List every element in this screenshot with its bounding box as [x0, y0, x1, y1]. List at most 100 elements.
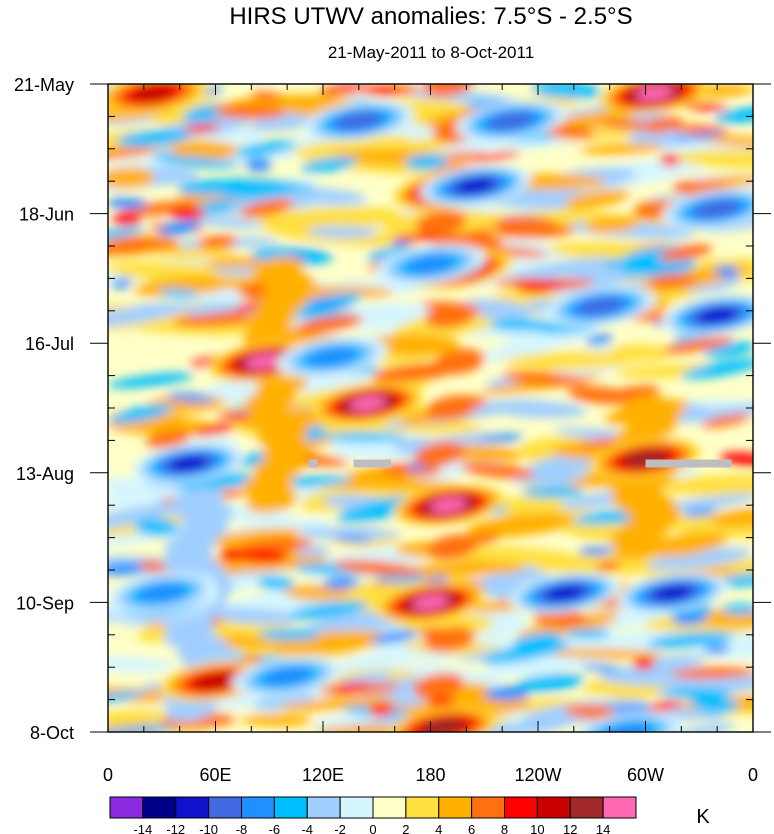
anomaly-texture — [512, 632, 562, 650]
anomaly-texture — [597, 119, 667, 130]
anomaly-texture — [458, 299, 532, 320]
x-tick-label: 120W — [514, 765, 561, 785]
anomaly-texture — [183, 123, 221, 133]
anomaly-band — [426, 395, 478, 421]
anomaly-texture — [291, 135, 410, 157]
anomaly-texture — [225, 555, 329, 572]
anomaly-texture — [456, 228, 497, 240]
colorbar-label: -12 — [166, 822, 185, 834]
anomaly-texture — [595, 562, 621, 571]
anomaly-texture — [428, 697, 456, 707]
anomaly-texture — [257, 576, 295, 590]
anomaly-texture — [674, 149, 753, 170]
anomaly-texture — [108, 724, 181, 732]
anomaly-texture — [480, 434, 524, 443]
anomaly-feature — [578, 297, 624, 316]
anomaly-texture — [112, 212, 141, 226]
anomaly-texture — [221, 185, 295, 199]
anomaly-texture — [678, 102, 730, 112]
colorbar-label: 14 — [596, 822, 610, 834]
colorbar-swatch — [438, 796, 473, 819]
anomaly-texture — [197, 200, 235, 214]
anomaly-texture — [533, 609, 588, 627]
anomaly-feature — [412, 595, 449, 610]
anomaly-texture — [684, 508, 717, 517]
anomaly-texture — [333, 559, 422, 576]
anomaly-band — [246, 487, 298, 514]
anomaly-texture — [578, 546, 614, 556]
anomaly-texture — [484, 686, 530, 701]
x-tick-label: 120E — [302, 765, 344, 785]
anomaly-texture — [584, 216, 639, 233]
anomaly-texture — [233, 140, 297, 157]
anomaly-texture — [609, 704, 656, 714]
chart-subtitle: 21-May-2011 to 8-Oct-2011 — [328, 43, 534, 62]
anomaly-texture — [585, 334, 613, 345]
colorbar-swatch — [339, 796, 374, 819]
anomaly-texture — [628, 127, 688, 148]
x-tick-label: 0 — [748, 765, 758, 785]
anomaly-texture — [662, 688, 731, 699]
anomaly-texture — [680, 358, 753, 379]
anomaly-texture — [133, 277, 232, 297]
anomaly-texture — [318, 85, 368, 95]
x-tick-label: 60W — [627, 765, 664, 785]
colorbar-swatch — [175, 796, 210, 819]
anomaly-texture — [473, 151, 521, 162]
y-tick-label: 21-May — [14, 75, 74, 95]
anomaly-texture — [704, 644, 731, 654]
anomaly-texture — [518, 278, 566, 293]
anomaly-band — [413, 441, 466, 467]
anomaly-texture — [306, 225, 377, 239]
anomaly-texture — [672, 611, 707, 626]
colorbar-swatch — [372, 796, 407, 819]
colorbar-label: -10 — [199, 822, 218, 834]
anomaly-texture — [108, 166, 155, 189]
anomaly-texture — [671, 124, 729, 135]
anomaly-texture — [207, 310, 244, 324]
anomaly-texture — [362, 86, 399, 95]
anomaly-feature — [697, 307, 738, 324]
anomaly-texture — [483, 641, 570, 665]
anomaly-texture — [185, 215, 265, 229]
anomaly-texture — [648, 700, 682, 712]
colorbar-label: 12 — [563, 822, 577, 834]
anomaly-band — [412, 673, 465, 699]
colorbar-swatch — [208, 796, 243, 819]
x-tick-label: 0 — [103, 765, 113, 785]
anomaly-texture — [246, 116, 314, 132]
anomaly-texture — [278, 695, 396, 712]
anomaly-texture — [564, 189, 631, 209]
colorbar-label: 0 — [369, 822, 376, 834]
anomaly-texture — [710, 508, 753, 528]
anomaly-texture — [691, 133, 753, 149]
anomaly-texture — [329, 681, 371, 693]
anomaly-texture — [579, 143, 664, 155]
anomaly-texture — [460, 462, 536, 479]
y-tick-label: 10-Sep — [16, 593, 74, 613]
anomaly-feature — [349, 396, 387, 411]
anomaly-band — [425, 302, 477, 329]
anomaly-band — [427, 534, 479, 560]
chart-title: HIRS UTWV anomalies: 7.5°S - 2.5°S — [229, 3, 632, 30]
anomaly-texture — [655, 474, 753, 497]
anomaly-texture — [367, 334, 461, 356]
x-tick-label: 180 — [415, 765, 445, 785]
anomaly-texture — [300, 156, 358, 173]
colorbar-swatch — [109, 796, 144, 819]
anomaly-texture — [646, 631, 734, 649]
y-tick-label: 13-Aug — [16, 464, 74, 484]
anomaly-texture — [219, 547, 246, 562]
colorbar-swatch — [273, 796, 308, 819]
anomaly-texture — [154, 245, 236, 260]
anomaly-texture — [210, 527, 302, 547]
anomaly-feature — [652, 585, 693, 602]
anomaly-texture — [145, 430, 191, 449]
colorbar-swatch — [471, 796, 506, 819]
anomaly-texture — [662, 336, 733, 354]
anomaly-texture — [671, 666, 753, 679]
anomaly-texture — [659, 153, 681, 167]
anomaly-texture — [240, 714, 314, 727]
anomaly-texture — [116, 129, 192, 148]
anomaly-feature — [404, 254, 457, 275]
